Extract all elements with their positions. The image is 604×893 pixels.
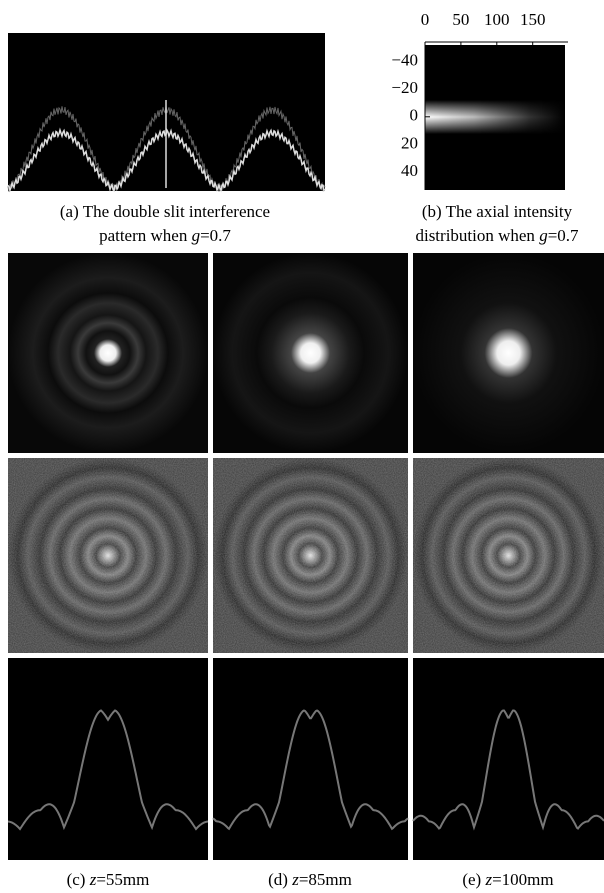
caption: (b) The axial intensity (422, 202, 573, 221)
caption: (c) z=55mm (67, 870, 150, 889)
caption: (e) z=100mm (462, 870, 553, 889)
caption-part: (c) (67, 870, 90, 889)
x-tick-label: 0 (421, 10, 430, 29)
y-tick-label: −40 (391, 50, 418, 69)
profile-85 (213, 658, 408, 860)
caption-part: (a) The double slit interference (60, 202, 270, 221)
intensity-85 (213, 253, 408, 453)
intensity-100 (413, 253, 604, 453)
axial-beam-fade (425, 100, 565, 134)
y-tick-label: 20 (401, 133, 418, 152)
profile-55 (8, 658, 208, 860)
caption-part: =85mm (299, 870, 352, 889)
caption-part: =55mm (96, 870, 149, 889)
y-tick-label: 40 (401, 161, 418, 180)
y-tick-label: 0 (410, 106, 419, 125)
caption-part: g (192, 226, 201, 245)
profile-curve (7, 709, 209, 831)
caption-part: distribution when (415, 226, 539, 245)
caption-part: =0.7 (548, 226, 579, 245)
caption-part: z (484, 870, 492, 889)
interference-curve (7, 100, 326, 193)
caption-part: g (539, 226, 548, 245)
x-tick-label: 100 (484, 10, 510, 29)
profile-curve (212, 709, 409, 831)
caption: (a) The double slit interference (60, 202, 270, 221)
caption-part: (d) (268, 870, 292, 889)
labels: (a) The double slit interference pattern … (60, 10, 579, 889)
caption-part: =0.7 (200, 226, 231, 245)
caption-part: =100mm (492, 870, 554, 889)
profile-100 (413, 658, 604, 860)
caption-part: z (89, 870, 97, 889)
caption: (d) z=85mm (268, 870, 352, 889)
caption: distribution when g=0.7 (415, 226, 579, 245)
caption: pattern when g=0.7 (99, 226, 231, 245)
x-tick-label: 150 (520, 10, 546, 29)
caption-part: (e) (462, 870, 485, 889)
profile-curves (7, 709, 604, 831)
caption-part: pattern when (99, 226, 192, 245)
y-tick-label: −20 (391, 78, 418, 97)
speckle-noise (8, 458, 604, 653)
intensity-55 (8, 253, 208, 453)
caption-part: z (291, 870, 299, 889)
caption-part: (b) The axial intensity (422, 202, 573, 221)
x-tick-label: 50 (452, 10, 469, 29)
profile-curve (412, 709, 604, 831)
